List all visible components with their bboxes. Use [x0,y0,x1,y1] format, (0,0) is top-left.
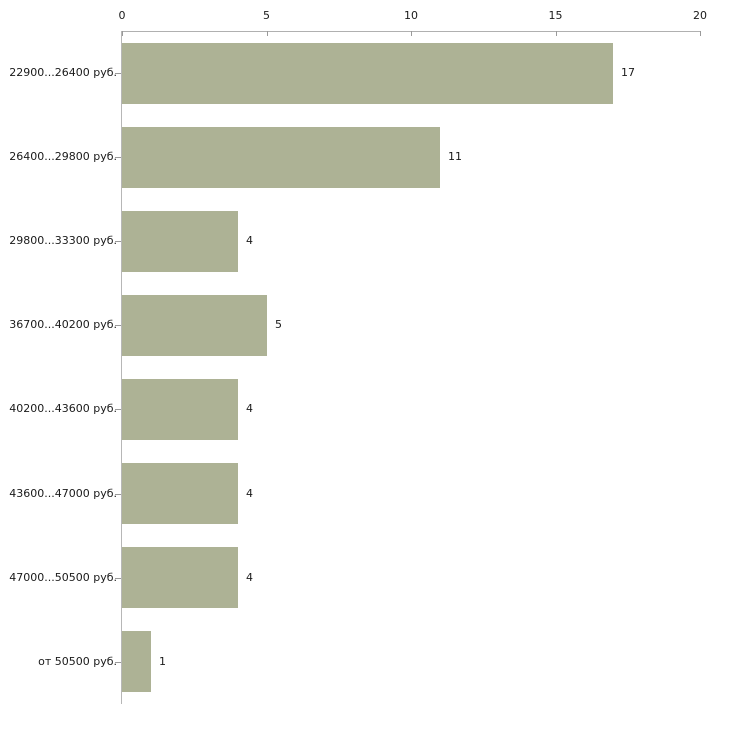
x-tick-mark [266,31,268,36]
category-label: 43600...47000 руб. [9,486,117,500]
bar[interactable] [122,295,267,356]
y-tick-mark [115,241,121,242]
y-tick-mark [115,578,121,579]
x-tick-label: 10 [404,9,418,22]
x-tick-label: 0 [118,9,126,22]
x-tick-mark [555,31,557,36]
category-label: 26400...29800 руб. [9,150,117,164]
value-label: 4 [246,486,253,500]
category-label: 40200...43600 руб. [9,402,117,416]
value-label: 11 [448,150,462,164]
category-label: от 50500 руб. [38,654,117,668]
y-axis-line [121,31,122,704]
bar[interactable] [122,127,440,188]
x-tick-label: 15 [548,9,563,22]
y-tick-mark [115,409,121,410]
y-tick-mark [115,662,121,663]
bar[interactable] [122,463,238,524]
bar[interactable] [122,547,238,608]
value-label: 4 [246,402,253,416]
category-label: 29800...33300 руб. [9,234,117,248]
y-tick-mark [115,325,121,326]
value-label: 17 [621,66,635,80]
y-tick-mark [115,73,121,74]
x-tick-mark [122,31,123,36]
bar[interactable] [122,379,238,440]
y-tick-mark [115,494,121,495]
category-label: 36700...40200 руб. [9,318,117,332]
x-tick-label: 5 [263,9,270,22]
value-label: 5 [275,318,282,332]
category-label: 22900...26400 руб. [9,66,117,80]
y-tick-mark [115,157,121,158]
x-tick-mark [411,31,412,36]
bar[interactable] [122,43,613,104]
value-label: 4 [246,570,253,584]
value-label: 4 [246,234,253,248]
bar[interactable] [122,211,238,272]
x-tick-mark [700,31,701,36]
value-label: 1 [159,654,166,668]
x-tick-label: 20 [693,9,707,22]
bar[interactable] [122,631,151,692]
category-label: 47000...50500 руб. [9,570,117,584]
